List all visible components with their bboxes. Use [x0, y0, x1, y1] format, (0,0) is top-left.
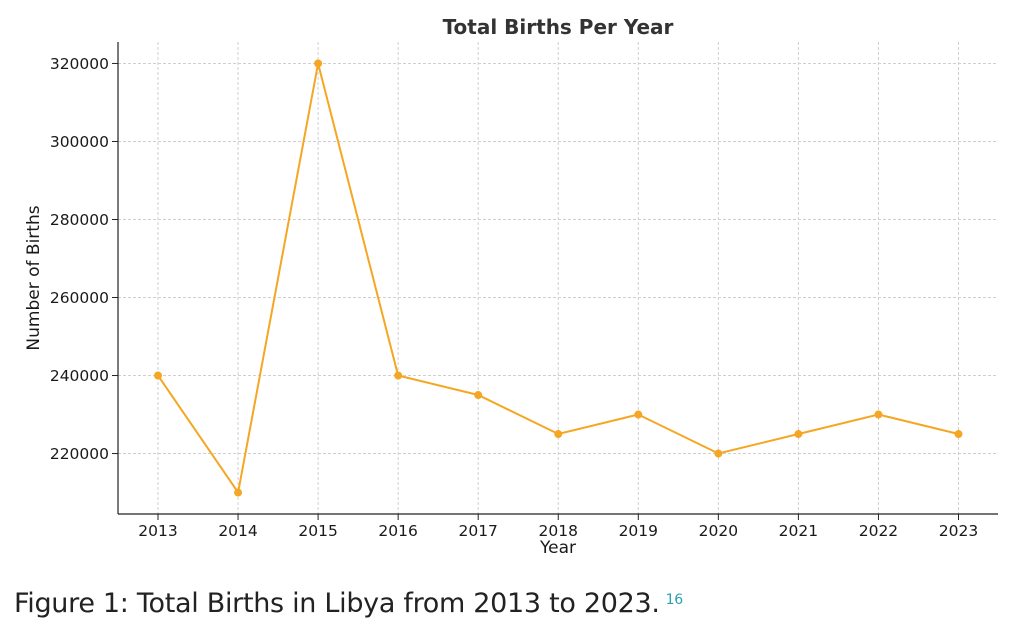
- y-tick-label: 240000: [50, 367, 109, 385]
- x-tick-label: 2023: [939, 522, 978, 540]
- x-tick-label: 2020: [699, 522, 738, 540]
- data-point: [714, 449, 723, 458]
- y-tick-label: 300000: [50, 133, 109, 151]
- y-tick-label: 320000: [50, 55, 109, 73]
- data-point: [794, 430, 803, 439]
- caption-text: Figure 1: Total Births in Libya from 201…: [14, 588, 660, 619]
- data-point: [234, 488, 243, 497]
- y-tick-label: 260000: [50, 289, 109, 307]
- y-ticks: 220000 240000 260000 280000 300000 320000: [50, 55, 118, 463]
- x-tick-label: 2022: [859, 522, 898, 540]
- data-point: [634, 410, 643, 419]
- y-tick-label: 220000: [50, 445, 109, 463]
- x-tick-label: 2015: [298, 522, 337, 540]
- data-point: [314, 59, 323, 68]
- x-tick-label: 2018: [539, 522, 578, 540]
- y-tick-label: 280000: [50, 211, 109, 229]
- data-point: [394, 371, 403, 380]
- data-point: [554, 430, 563, 439]
- x-axis-label: Year: [539, 538, 576, 558]
- grid: [118, 42, 998, 514]
- data-point: [154, 371, 162, 380]
- x-ticks: 2013 2014 2015 2016 2017 2018 2019 2020 2021 2022…: [138, 514, 978, 540]
- caption-reference[interactable]: 16: [665, 592, 684, 608]
- x-tick-label: 2013: [138, 522, 177, 540]
- x-tick-label: 2021: [779, 522, 818, 540]
- series: [154, 59, 963, 497]
- x-tick-label: 2019: [619, 522, 658, 540]
- x-tick-label: 2014: [218, 522, 257, 540]
- y-axis-label: Number of Births: [24, 205, 44, 350]
- line-chart: Total Births Per Year 2013 2014 2015 2016 20…: [24, 15, 998, 558]
- figure-caption: Figure 1: Total Births in Libya from 201…: [14, 588, 683, 619]
- chart-title: Total Births Per Year: [443, 15, 674, 39]
- x-tick-label: 2017: [458, 522, 497, 540]
- x-tick-label: 2016: [378, 522, 417, 540]
- data-point: [954, 430, 963, 439]
- data-point: [474, 391, 483, 400]
- data-point: [874, 410, 883, 419]
